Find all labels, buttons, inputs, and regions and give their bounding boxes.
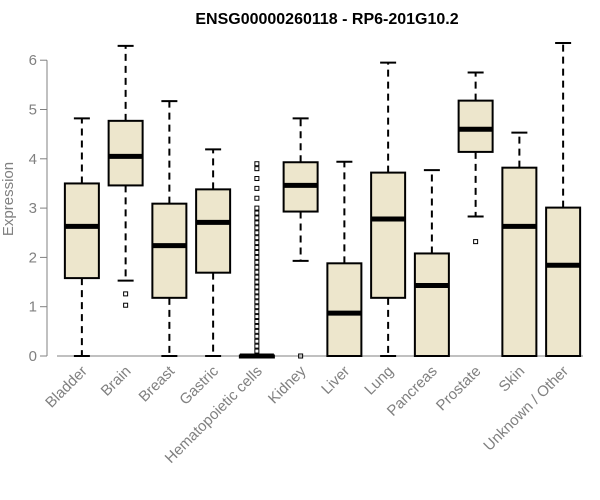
outlier-point	[254, 230, 260, 236]
y-tick-label: 0	[29, 348, 37, 365]
box-breast	[151, 100, 188, 357]
outlier-point	[254, 294, 260, 300]
x-tick-label: Breast	[136, 362, 179, 405]
outlier-point	[254, 245, 260, 251]
outlier-point	[254, 225, 260, 231]
box-brain	[107, 44, 144, 308]
outlier-point	[254, 259, 260, 265]
outlier-point	[123, 291, 129, 297]
outlier-point	[254, 166, 260, 172]
outlier-point	[254, 264, 260, 270]
y-tick-label: 5	[29, 102, 37, 119]
x-tick-label: Kidney	[265, 362, 310, 407]
y-tick-label: 2	[29, 249, 37, 266]
box-body	[107, 119, 144, 187]
outlier-point	[254, 343, 260, 349]
outlier-point	[254, 249, 260, 255]
outlier-point	[254, 240, 260, 246]
box-lung	[370, 61, 407, 357]
box-body	[326, 262, 363, 358]
x-tick-label: Skin	[496, 363, 529, 396]
box-prostate	[457, 71, 494, 245]
outlier-point	[254, 304, 260, 310]
box-bladder	[63, 117, 100, 357]
outlier-point	[254, 284, 260, 290]
box-body	[457, 99, 494, 153]
box-body	[151, 202, 188, 299]
box-body	[545, 206, 582, 357]
outlier-point	[254, 333, 260, 339]
outlier-point	[254, 185, 260, 191]
y-tick-label: 1	[29, 299, 37, 316]
outlier-point	[254, 215, 260, 221]
box-body	[370, 171, 407, 299]
outlier-point	[254, 235, 260, 241]
outlier-point	[254, 323, 260, 329]
outlier-point	[254, 254, 260, 260]
box-gastric	[195, 148, 232, 357]
outlier-point	[254, 210, 260, 216]
outlier-point	[254, 205, 260, 211]
outlier-point	[254, 318, 260, 324]
box-body	[195, 188, 232, 274]
outlier-point	[254, 269, 260, 275]
box-body	[501, 166, 538, 357]
box-hematopoietic-cells	[238, 161, 275, 359]
x-tick-label: Prostate	[433, 363, 485, 415]
outlier-point	[254, 309, 260, 315]
plot-area	[57, 41, 583, 359]
outlier-point	[298, 353, 304, 359]
y-tick-label: 6	[29, 52, 37, 69]
x-tick-label: Liver	[318, 363, 353, 398]
y-tick-label: 3	[29, 200, 37, 217]
chart-title: ENSG00000260118 - RP6-201G10.2	[195, 11, 458, 28]
x-tick-label: Lung	[361, 363, 397, 399]
outlier-point	[254, 176, 260, 182]
outlier-point	[123, 302, 129, 308]
x-tick-label: Bladder	[42, 363, 91, 412]
box-body	[63, 182, 100, 280]
box-kidney	[282, 117, 319, 359]
outlier-point	[254, 195, 260, 201]
outlier-point	[473, 239, 479, 245]
outlier-point	[254, 274, 260, 280]
outlier-point	[254, 348, 260, 354]
box-liver	[326, 160, 363, 358]
outlier-point	[254, 299, 260, 305]
box-unknown-other	[545, 41, 582, 357]
y-axis: 0 1 2 3 4 5 6	[29, 52, 48, 365]
outlier-point	[254, 289, 260, 295]
outlier-point	[254, 314, 260, 320]
outlier-point	[254, 328, 260, 334]
box-pancreas	[413, 169, 450, 357]
outlier-point	[254, 161, 260, 167]
y-tick-label: 4	[29, 151, 37, 168]
outlier-point	[254, 220, 260, 226]
outlier-point	[254, 279, 260, 285]
box-skin	[501, 131, 538, 357]
y-axis-label: Expression	[0, 162, 17, 236]
outlier-point	[254, 338, 260, 344]
box-body	[413, 252, 450, 357]
x-tick-label: Brain	[98, 363, 135, 400]
